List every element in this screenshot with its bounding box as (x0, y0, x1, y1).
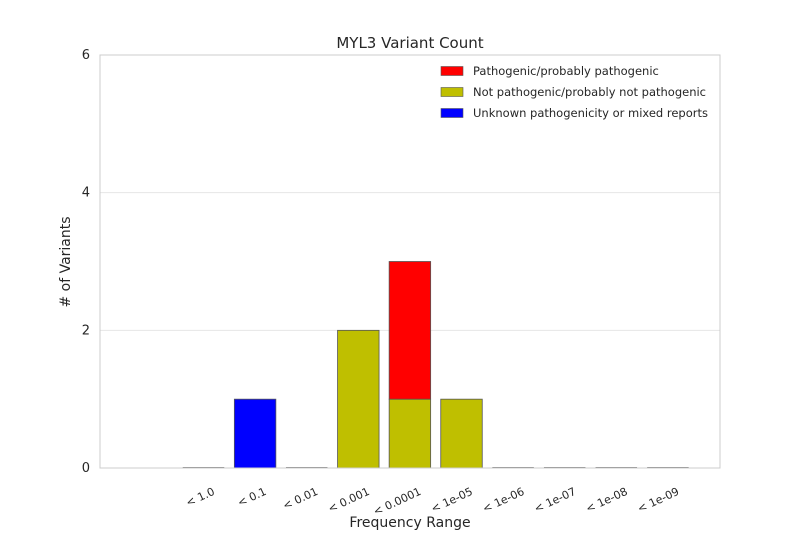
bar-segment (388, 261, 432, 400)
y-tick-label: 6 (82, 48, 90, 63)
legend-swatch (440, 87, 464, 97)
legend-swatch (440, 108, 464, 118)
legend: Pathogenic/probably pathogenic Not pathog… (440, 64, 708, 120)
x-tick-label: < 1e-07 (532, 485, 578, 516)
x-tick-label: < 1e-05 (429, 485, 475, 516)
legend-swatch (440, 66, 464, 76)
x-tick-label: < 0.01 (281, 485, 320, 513)
x-tick-labels: < 1.0 < 0.1 < 0.01 < 0.001 < 0.0001 < 1e-05 < … (184, 485, 681, 518)
legend-entry: Pathogenic/probably pathogenic (473, 64, 659, 78)
x-tick-label: < 1e-08 (584, 485, 630, 516)
legend-entry: Unknown pathogenicity or mixed reports (473, 106, 708, 120)
bar-segment (388, 398, 432, 469)
y-tick-label: 0 (82, 461, 90, 476)
chart-title: MYL3 Variant Count (336, 34, 483, 52)
y-tick-label: 2 (82, 323, 90, 338)
x-tick-label: < 0.1 (235, 485, 268, 510)
bars (182, 261, 689, 469)
y-axis-label: # of Variants (58, 216, 74, 307)
x-tick-label: < 1e-06 (481, 485, 527, 516)
bar-segment (337, 329, 380, 469)
legend-entry: Not pathogenic/probably not pathogenic (473, 85, 706, 99)
x-axis-label: Frequency Range (349, 515, 470, 531)
x-tick-label: < 0.001 (326, 485, 372, 515)
y-tick-label: 4 (82, 186, 90, 201)
bar-segment (233, 398, 277, 469)
y-tick-labels: 0 2 4 6 (82, 48, 90, 476)
x-tick-label: < 1e-09 (635, 485, 681, 516)
x-tick-label: < 0.0001 (371, 485, 423, 518)
plot-frame (99, 54, 721, 469)
x-tick-label: < 1.0 (184, 485, 217, 510)
bar-segment (440, 398, 483, 469)
